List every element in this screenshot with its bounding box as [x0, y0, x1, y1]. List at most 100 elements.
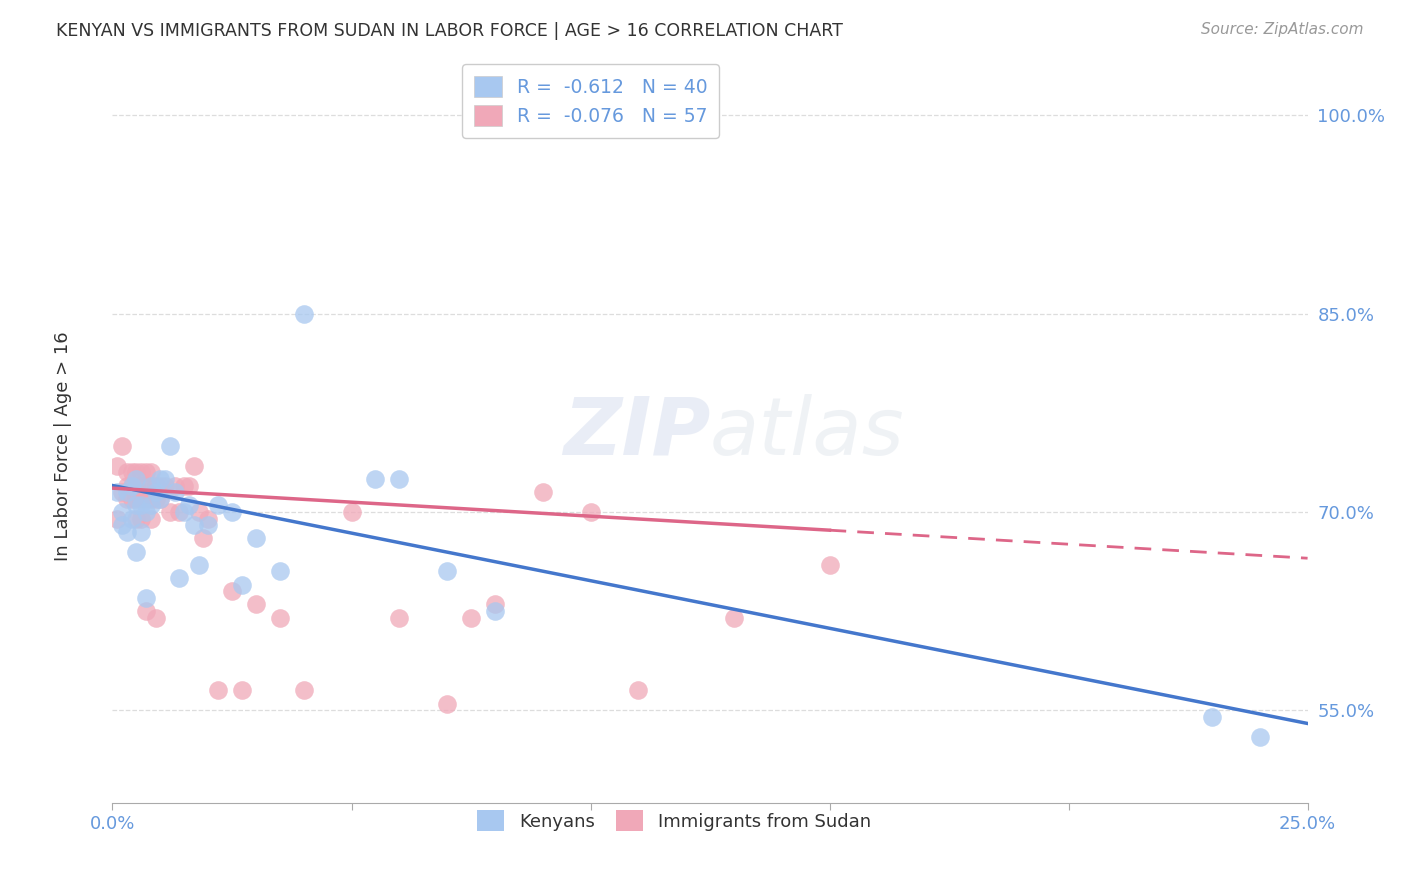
Point [115, 478, 138, 492]
Point [221, 505, 243, 519]
Point [135, 478, 157, 492]
Point [149, 472, 172, 486]
Point [121, 491, 143, 506]
Point [135, 591, 157, 605]
Point [105, 458, 128, 473]
Text: KENYAN VS IMMIGRANTS FROM SUDAN IN LABOR FORCE | AGE > 16 CORRELATION CHART: KENYAN VS IMMIGRANTS FROM SUDAN IN LABOR… [56, 22, 844, 40]
Point [121, 511, 143, 525]
Point [177, 478, 200, 492]
Point [173, 505, 195, 519]
Point [125, 499, 148, 513]
Legend: Kenyans, Immigrants from Sudan: Kenyans, Immigrants from Sudan [470, 803, 879, 838]
Point [121, 465, 143, 479]
Point [135, 505, 157, 519]
Point [177, 499, 200, 513]
Point [121, 478, 143, 492]
Point [125, 465, 148, 479]
Point [245, 598, 267, 612]
Point [135, 604, 157, 618]
Point [197, 511, 219, 525]
Point [125, 478, 148, 492]
Point [125, 491, 148, 506]
Point [292, 307, 315, 321]
Point [269, 565, 291, 579]
Text: ZIP: ZIP [562, 393, 710, 472]
Point [129, 478, 152, 492]
Point [364, 472, 387, 486]
Point [115, 491, 138, 506]
Point [129, 491, 152, 506]
Point [111, 505, 134, 519]
Point [231, 577, 253, 591]
Point [197, 518, 219, 533]
Point [484, 604, 506, 618]
Point [163, 478, 186, 492]
Point [245, 532, 267, 546]
Point [111, 439, 134, 453]
Point [105, 511, 128, 525]
Point [221, 584, 243, 599]
Point [153, 478, 176, 492]
Point [193, 532, 215, 546]
Point [388, 611, 411, 625]
Point [818, 558, 841, 572]
Point [484, 598, 506, 612]
Point [115, 485, 138, 500]
Point [145, 491, 167, 506]
Point [145, 478, 167, 492]
Point [129, 511, 152, 525]
Point [111, 518, 134, 533]
Point [125, 511, 148, 525]
Point [149, 491, 172, 506]
Point [139, 478, 162, 492]
Point [579, 505, 602, 519]
Point [139, 491, 162, 506]
Point [436, 697, 458, 711]
Point [460, 611, 482, 625]
Point [135, 465, 157, 479]
Point [125, 472, 148, 486]
Point [183, 458, 205, 473]
Point [627, 683, 650, 698]
Text: Source: ZipAtlas.com: Source: ZipAtlas.com [1201, 22, 1364, 37]
Point [1201, 710, 1223, 724]
Point [292, 683, 315, 698]
Point [145, 611, 167, 625]
Point [269, 611, 291, 625]
Point [531, 485, 554, 500]
Point [1249, 730, 1271, 744]
Point [145, 485, 167, 500]
Point [187, 505, 209, 519]
Point [388, 472, 411, 486]
Point [231, 683, 253, 698]
Point [173, 478, 195, 492]
Point [340, 505, 363, 519]
Point [105, 485, 128, 500]
Point [139, 478, 162, 492]
Point [115, 465, 138, 479]
Point [115, 524, 138, 539]
Point [149, 491, 172, 506]
Point [139, 465, 162, 479]
Point [207, 683, 229, 698]
Point [139, 511, 162, 525]
Point [129, 524, 152, 539]
Point [149, 478, 172, 492]
Point [125, 544, 148, 558]
Point [121, 478, 143, 492]
Point [129, 465, 152, 479]
Point [183, 518, 205, 533]
Point [169, 571, 191, 585]
Point [207, 499, 229, 513]
Text: In Labor Force | Age > 16: In Labor Force | Age > 16 [55, 331, 72, 561]
Point [159, 505, 181, 519]
Point [169, 505, 191, 519]
Point [129, 499, 152, 513]
Point [723, 611, 745, 625]
Point [163, 485, 186, 500]
Point [436, 565, 458, 579]
Point [139, 499, 162, 513]
Point [135, 491, 157, 506]
Point [111, 485, 134, 500]
Point [153, 472, 176, 486]
